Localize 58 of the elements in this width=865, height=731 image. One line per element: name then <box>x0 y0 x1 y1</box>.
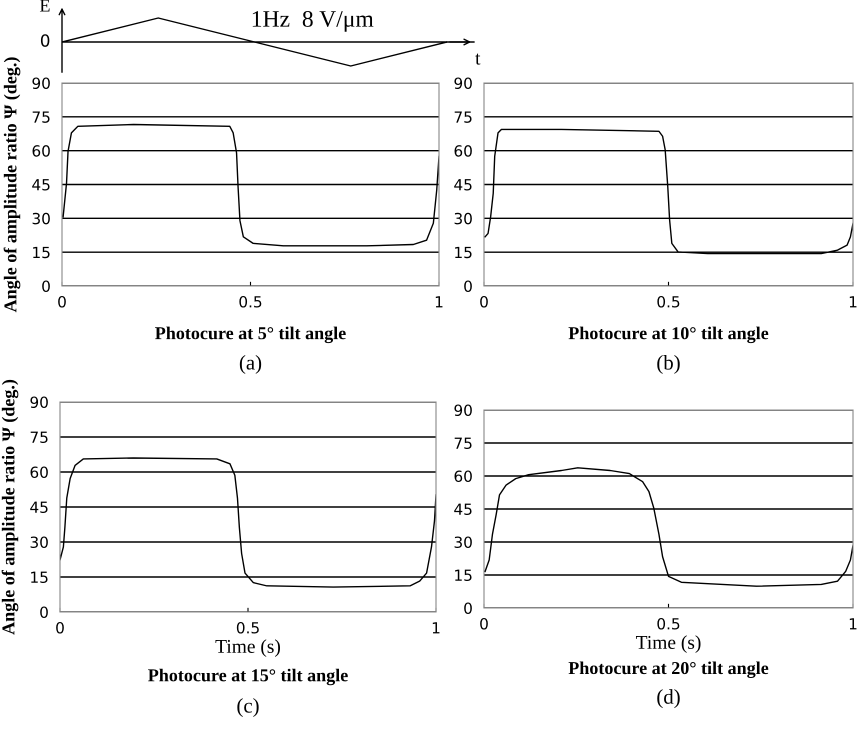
y-tick-label: 75 <box>454 112 472 123</box>
y-tick-label: 30 <box>30 536 48 548</box>
y-tick-label: 0 <box>40 606 48 618</box>
y-tick-label: 90 <box>454 404 472 416</box>
y-tick-label: 60 <box>32 145 50 157</box>
y-tick-label: 45 <box>454 504 472 516</box>
y-tick-label: 60 <box>454 145 472 157</box>
y-tick-label: 15 <box>455 246 472 258</box>
y-tick-label: 15 <box>33 246 50 258</box>
y-tick-label: 30 <box>454 212 472 224</box>
y-tick-label: 0 <box>464 602 472 614</box>
x-tick-label: 1 <box>432 622 440 634</box>
y-tick-label: 60 <box>454 470 472 482</box>
line-series <box>60 457 436 588</box>
text: Photocure at 10° tilt angle <box>568 326 768 344</box>
x-axis-title: Time (s) <box>636 635 701 653</box>
y-tick-label: 45 <box>30 502 48 514</box>
x-tick-label: 0 <box>480 618 488 630</box>
x-tick-label: 1 <box>436 296 442 308</box>
y-tick-label: 75 <box>454 438 472 450</box>
text: Photocure at 5° tilt angle <box>155 326 346 344</box>
x-axis-title: Time (s) <box>215 639 280 657</box>
x-tick-label: 0.5 <box>657 296 680 308</box>
x-tick-label: 0 <box>480 296 488 308</box>
line-series <box>484 467 853 587</box>
x-tick-label: 0 <box>58 296 66 308</box>
y-tick-label: 45 <box>32 179 50 191</box>
y-tick-label: 0 <box>42 280 50 292</box>
annotation: 1Hz 8 V/μm <box>252 10 374 32</box>
y-tick-label: 90 <box>32 77 50 90</box>
y-tick-label: 90 <box>30 396 48 408</box>
y-tick-label: 30 <box>454 536 472 548</box>
text: (b) <box>657 355 680 374</box>
text: (a) <box>240 355 262 374</box>
y-tick-label: 15 <box>31 572 48 584</box>
y-tick-label: 75 <box>30 432 48 444</box>
x-tick-label: 1 <box>850 618 856 630</box>
x-tick-label: 0.5 <box>239 296 262 308</box>
line-series <box>484 128 853 254</box>
x-tick-label: 1 <box>850 296 856 308</box>
x-tick-label: 0 <box>56 622 64 634</box>
x-tick-label: 0.5 <box>657 618 680 630</box>
x-tick-label: 0.5 <box>236 622 259 634</box>
x-axis-title: t <box>475 54 480 65</box>
y-tick-label: 0 <box>464 280 472 292</box>
y-axis-title: E <box>40 0 50 12</box>
y-tick-label: 60 <box>30 466 48 478</box>
y-tick-label: 45 <box>454 179 472 191</box>
text: (c) <box>237 698 259 717</box>
y-axis-title: Angle of amplitude ratio Ψ (deg.) <box>2 380 18 635</box>
y-tick-label: 15 <box>455 570 472 582</box>
y-tick-label: 75 <box>32 112 50 123</box>
text: Photocure at 20° tilt angle <box>568 661 768 678</box>
y-tick-label: 30 <box>32 212 50 224</box>
y-axis-title: Angle of amplitude ratio Ψ (deg.) <box>4 57 20 312</box>
text: Photocure at 15° tilt angle <box>148 668 348 686</box>
y-tick-label: 90 <box>454 77 472 90</box>
text: (d) <box>657 689 680 708</box>
